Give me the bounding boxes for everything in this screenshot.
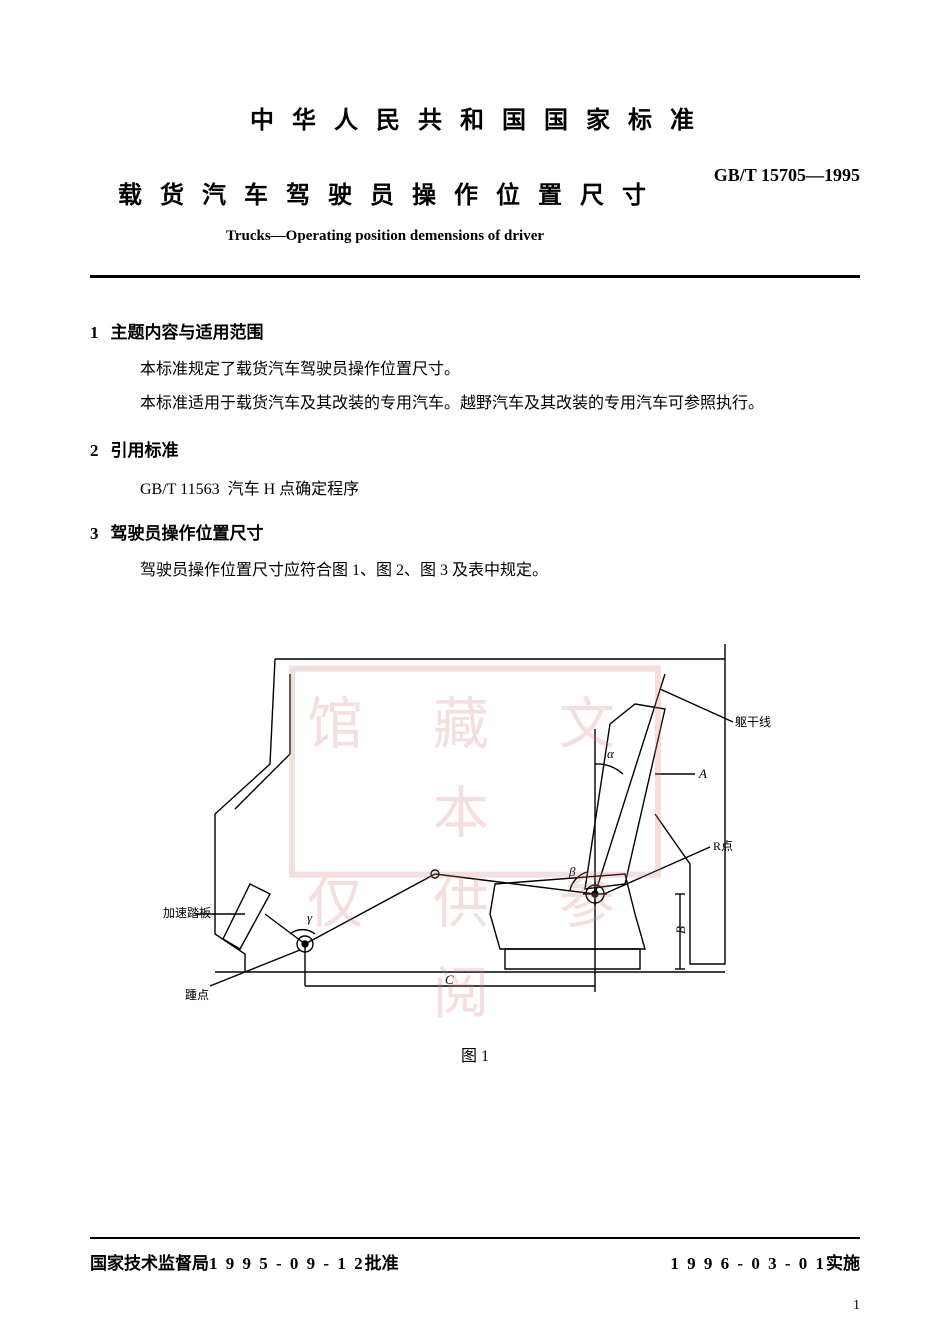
page: 中 华 人 民 共 和 国 国 家 标 准 GB/T 15705—1995 载 … [0,0,950,1344]
label-beta: β [568,864,576,879]
label-gamma: γ [307,910,313,925]
page-number: 1 [853,1298,860,1314]
implementation-suffix: 实施 [826,1254,860,1273]
section-2-heading: 2 引用标准 [90,436,860,461]
section-3-title: 驾驶员操作位置尺寸 [111,524,264,543]
section-3-paragraph-1: 驾驶员操作位置尺寸应符合图 1、图 2、图 3 及表中规定。 [140,558,860,584]
footer-rule [90,1237,860,1239]
implementation-info: 1 9 9 6 - 0 3 - 0 1实施 [670,1249,860,1274]
label-r-point: R点 [713,839,733,853]
label-B: B [673,926,688,934]
label-C: C [445,972,454,987]
section-2-reference: GB/T 11563 汽车 H 点确定程序 [140,475,860,499]
label-accel-pedal: 加速踏板 [163,906,211,920]
implementation-date: 1 9 9 6 - 0 3 - 0 1 [670,1254,826,1273]
section-2-number: 2 [90,441,99,460]
driver-position-diagram: 躯干线 R点 加速踏板 踵点 A B C α β γ [155,614,795,1014]
section-1-title: 主题内容与适用范围 [111,323,264,342]
section-1-heading: 1 主题内容与适用范围 [90,318,860,343]
reference-code: GB/T 11563 [140,481,220,498]
approval-info: 国家技术监督局1 9 9 5 - 0 9 - 1 2批准 [90,1249,399,1274]
document-title-en: Trucks—Operating position demensions of … [90,228,680,245]
approval-date: 1 9 9 5 - 0 9 - 1 2 [209,1254,365,1273]
label-alpha: α [607,746,615,761]
country-standard-heading: 中 华 人 民 共 和 国 国 家 标 准 [90,100,860,135]
approval-authority: 国家技术监督局 [90,1254,209,1273]
section-2-title: 引用标准 [111,441,179,460]
section-1-number: 1 [90,323,99,342]
label-torso-line: 躯干线 [735,714,771,729]
document-title-cn: 载 货 汽 车 驾 驶 员 操 作 位 置 尺 寸 [90,175,680,210]
section-3-heading: 3 驾驶员操作位置尺寸 [90,519,860,544]
section-1-paragraph-1: 本标准规定了载货汽车驾驶员操作位置尺寸。 [140,357,860,383]
approval-suffix: 批准 [365,1254,399,1273]
standard-code: GB/T 15705—1995 [714,165,860,186]
reference-name: 汽车 H 点确定程序 [228,481,360,498]
figure-1-caption: 图 1 [90,1042,860,1066]
label-heel-point: 踵点 [185,988,209,1002]
footer: 国家技术监督局1 9 9 5 - 0 9 - 1 2批准 1 9 9 6 - 0… [90,1237,860,1274]
header-rule [90,275,860,278]
figure-1: 馆 藏 文 本 仅 供 参 阅 [155,614,795,1014]
label-A: A [698,766,707,781]
section-1-paragraph-2: 本标准适用于载货汽车及其改装的专用汽车。越野汽车及其改装的专用汽车可参照执行。 [140,391,860,417]
section-3-number: 3 [90,524,99,543]
